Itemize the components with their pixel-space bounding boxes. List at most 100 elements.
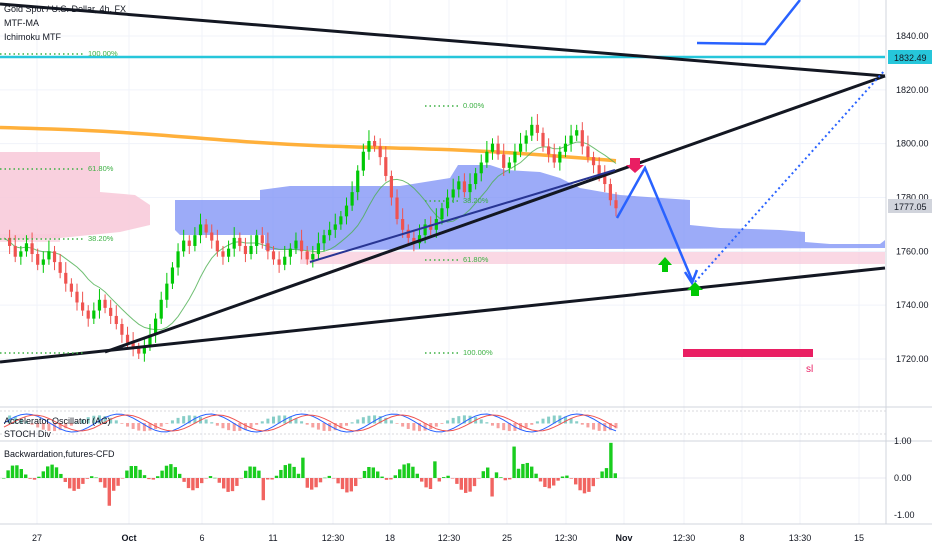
backwardation-bar bbox=[120, 478, 125, 479]
backwardation-bar bbox=[244, 470, 248, 478]
candle-body bbox=[316, 243, 321, 255]
candle-body bbox=[384, 157, 388, 176]
candle-body bbox=[277, 259, 281, 265]
trendline-upper-descending bbox=[0, 2, 886, 78]
osc-bar bbox=[187, 415, 191, 424]
candle-body bbox=[193, 235, 197, 246]
backwardation-bar bbox=[371, 467, 375, 478]
candle-body bbox=[496, 143, 500, 155]
backwardation-bar bbox=[186, 478, 191, 489]
backwardation-bar bbox=[156, 476, 160, 478]
candle-body bbox=[339, 216, 343, 225]
candle-body bbox=[182, 240, 186, 252]
osc-bar bbox=[255, 423, 259, 425]
backwardation-bar bbox=[85, 478, 89, 479]
backwardation-bar bbox=[442, 477, 446, 478]
trendline-mid-ascending bbox=[104, 74, 886, 354]
candle-body bbox=[378, 146, 382, 158]
fib-label-right-100: 100.00% bbox=[463, 348, 493, 357]
osc-bar bbox=[316, 423, 320, 430]
fib-label-left-382: 38.20% bbox=[88, 234, 114, 243]
time-tick-label: 18 bbox=[385, 533, 395, 543]
backwardation-bar bbox=[173, 467, 177, 478]
backwardation-bar bbox=[428, 478, 433, 489]
backwardation-bar bbox=[94, 477, 98, 479]
backwardation-bar bbox=[499, 477, 503, 478]
osc-bar bbox=[193, 415, 197, 424]
candle-body bbox=[288, 248, 292, 257]
candle-body bbox=[153, 318, 158, 335]
candle-body bbox=[367, 140, 371, 152]
candle-body bbox=[41, 259, 45, 265]
osc-bar bbox=[440, 423, 444, 424]
backwardation-panel bbox=[0, 442, 886, 506]
backwardation-bar bbox=[107, 478, 111, 506]
candle-body bbox=[243, 245, 248, 255]
buy-arrow-icon-2 bbox=[687, 282, 703, 296]
osc-bar bbox=[109, 417, 113, 424]
candle-body bbox=[24, 243, 29, 252]
backwardation-bar bbox=[420, 478, 424, 482]
backwardation-axis-ticks: 1.00 0.00 -1.00 bbox=[894, 436, 915, 520]
candle-body bbox=[541, 132, 545, 147]
candle-body bbox=[159, 299, 163, 319]
backwardation-bar bbox=[178, 473, 182, 478]
candle-body bbox=[563, 143, 568, 152]
price-axis-ticks: 1840.00 1820.00 1800.00 1780.00 1760.00 1740.… bbox=[896, 31, 929, 364]
backwardation-bar bbox=[182, 478, 186, 482]
osc-bar bbox=[221, 423, 225, 429]
candle-body bbox=[232, 237, 236, 249]
candle-body bbox=[513, 151, 517, 163]
backwardation-bar bbox=[142, 475, 147, 478]
backwardation-bar bbox=[116, 478, 120, 486]
indicator-label-ichimoku: Ichimoku MTF bbox=[4, 32, 62, 42]
osc-bar bbox=[19, 418, 23, 424]
backwardation-bar bbox=[160, 470, 164, 478]
osc-bar bbox=[97, 415, 101, 424]
candle-body bbox=[597, 165, 601, 176]
backwardation-bar bbox=[468, 478, 472, 492]
osc-bar bbox=[389, 420, 393, 424]
osc-bar bbox=[395, 423, 399, 424]
backwardation-bar bbox=[393, 475, 397, 478]
candle-body bbox=[52, 251, 57, 263]
osc-bar bbox=[479, 419, 483, 424]
price-candles bbox=[8, 114, 618, 362]
candle-body bbox=[395, 197, 399, 220]
candle-body bbox=[586, 146, 590, 158]
backwardation-bar bbox=[609, 442, 613, 478]
candle-body bbox=[187, 240, 191, 246]
osc-bar bbox=[249, 423, 253, 428]
osc-bar bbox=[541, 418, 545, 424]
backwardation-bar bbox=[530, 466, 534, 478]
backwardation-bar bbox=[305, 478, 309, 488]
osc-bar bbox=[30, 423, 34, 425]
candle-body bbox=[423, 224, 427, 236]
backwardation-bar bbox=[72, 478, 76, 491]
osc-bar bbox=[384, 417, 388, 424]
backwardation-bar bbox=[50, 464, 54, 478]
candle-body bbox=[30, 243, 34, 255]
backwardation-bar bbox=[521, 463, 525, 478]
backwardation-bar bbox=[147, 478, 151, 480]
backwardation-bar bbox=[336, 478, 340, 484]
candle-body bbox=[103, 299, 107, 308]
osc-bar bbox=[288, 416, 292, 424]
candle-body bbox=[86, 310, 90, 319]
candle-body bbox=[13, 245, 17, 257]
backwardation-bar bbox=[283, 465, 287, 478]
osc-bar bbox=[58, 423, 62, 431]
buy-arrow-icon bbox=[658, 257, 672, 272]
candle-body bbox=[170, 267, 175, 284]
osc-bar bbox=[215, 423, 219, 426]
candle-body bbox=[69, 283, 73, 292]
projection-path-zigzag bbox=[615, 165, 694, 281]
time-tick-label: 12:30 bbox=[673, 533, 696, 543]
backwardation-bar bbox=[261, 478, 265, 501]
backwardation-bar bbox=[208, 476, 213, 478]
candle-body bbox=[507, 162, 511, 168]
price-tick-label: 1760.00 bbox=[896, 246, 929, 256]
fib-label-right-382: 38.20% bbox=[463, 196, 489, 205]
